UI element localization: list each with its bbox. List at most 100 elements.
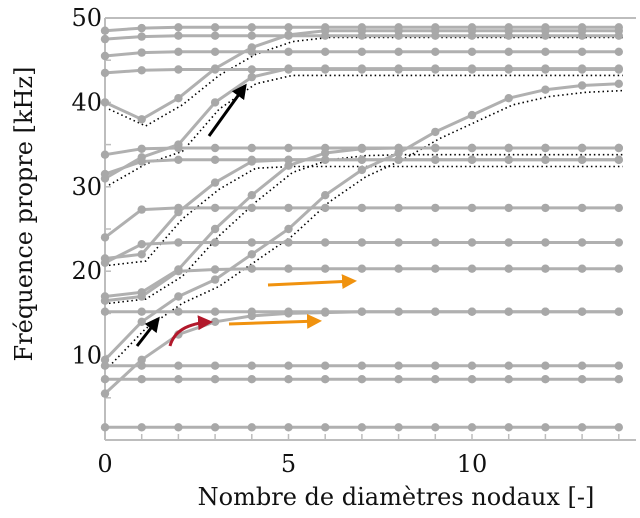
series-point xyxy=(467,47,477,56)
series-point xyxy=(394,143,403,153)
series-point xyxy=(614,143,623,153)
series-point xyxy=(504,64,513,73)
series-point xyxy=(614,307,623,316)
series-point xyxy=(614,79,623,89)
series-point xyxy=(394,238,403,247)
series-point xyxy=(137,423,146,432)
series-point xyxy=(174,94,183,103)
series-point xyxy=(174,31,183,40)
series-point xyxy=(504,94,513,103)
series-point xyxy=(357,203,367,213)
series-point xyxy=(174,423,183,432)
series-point xyxy=(174,375,183,384)
series-point xyxy=(357,307,367,316)
series-point xyxy=(394,307,403,316)
series-point xyxy=(577,375,587,384)
series-point xyxy=(247,65,256,74)
series-point xyxy=(100,361,110,370)
series-point xyxy=(284,238,293,247)
series-point xyxy=(394,361,403,370)
series-point xyxy=(174,155,183,164)
series-point xyxy=(357,64,367,73)
series-point xyxy=(614,423,623,432)
series-point xyxy=(504,423,513,432)
series-point xyxy=(321,375,330,384)
series-point xyxy=(541,85,550,94)
series-point xyxy=(284,30,293,40)
series-point xyxy=(174,207,183,217)
reference-curve xyxy=(108,165,623,267)
series-point xyxy=(247,250,256,259)
series-point xyxy=(284,361,293,370)
series-point xyxy=(100,355,110,364)
series-line xyxy=(103,82,619,361)
series-point xyxy=(504,47,513,56)
series-point xyxy=(137,115,146,124)
series-point xyxy=(577,64,587,73)
series-point xyxy=(210,375,220,384)
series-point xyxy=(247,423,256,432)
series-point xyxy=(394,64,403,73)
series-point xyxy=(137,66,146,75)
series-point xyxy=(174,65,183,74)
series-point xyxy=(100,51,110,61)
series-point xyxy=(467,264,477,273)
series-point xyxy=(247,238,256,247)
series-point xyxy=(137,307,146,316)
series-point xyxy=(284,423,293,432)
series-point xyxy=(504,155,513,164)
series-point xyxy=(541,26,550,35)
y-tick-label: 50 xyxy=(71,4,102,32)
series-point xyxy=(210,64,220,73)
series-point xyxy=(431,375,440,384)
series-point xyxy=(321,264,330,273)
reference-curve xyxy=(108,36,623,127)
series-point xyxy=(614,64,623,73)
series-point xyxy=(577,307,587,316)
axes xyxy=(104,17,636,441)
series-point xyxy=(247,43,256,52)
series-point xyxy=(321,64,330,73)
series-point xyxy=(394,47,403,56)
series-point xyxy=(100,254,110,263)
reference-curve xyxy=(108,74,623,186)
series-point xyxy=(577,47,587,56)
series-point xyxy=(394,423,403,432)
series-point xyxy=(467,203,477,213)
series-point xyxy=(174,47,183,56)
x-tick-label: 10 xyxy=(457,450,488,478)
series-point xyxy=(137,32,146,41)
series-point xyxy=(357,165,367,175)
series-point xyxy=(541,264,550,273)
series-point xyxy=(100,68,110,78)
series-point xyxy=(174,238,183,247)
series-point xyxy=(137,317,146,326)
series-point xyxy=(614,264,623,273)
series-point xyxy=(210,203,220,213)
series-point xyxy=(137,153,146,162)
series-point xyxy=(357,47,367,56)
series-point xyxy=(541,64,550,73)
series-point xyxy=(577,143,587,153)
series-point xyxy=(577,423,587,432)
series-point xyxy=(504,203,513,213)
series-point xyxy=(100,423,110,432)
series-point xyxy=(321,361,330,370)
series-point xyxy=(577,26,587,35)
series-point xyxy=(137,355,146,364)
series-point xyxy=(541,375,550,384)
series-point xyxy=(210,224,220,234)
series-point xyxy=(321,148,330,158)
series-point xyxy=(504,375,513,384)
series-point xyxy=(357,361,367,370)
series-point xyxy=(357,423,367,432)
series-point xyxy=(210,155,220,164)
series-point xyxy=(357,238,367,247)
series-point xyxy=(321,26,330,35)
series-point xyxy=(100,26,110,35)
series-point xyxy=(577,81,587,90)
series-point xyxy=(100,233,110,242)
series-point xyxy=(577,203,587,213)
series-point xyxy=(210,361,220,370)
